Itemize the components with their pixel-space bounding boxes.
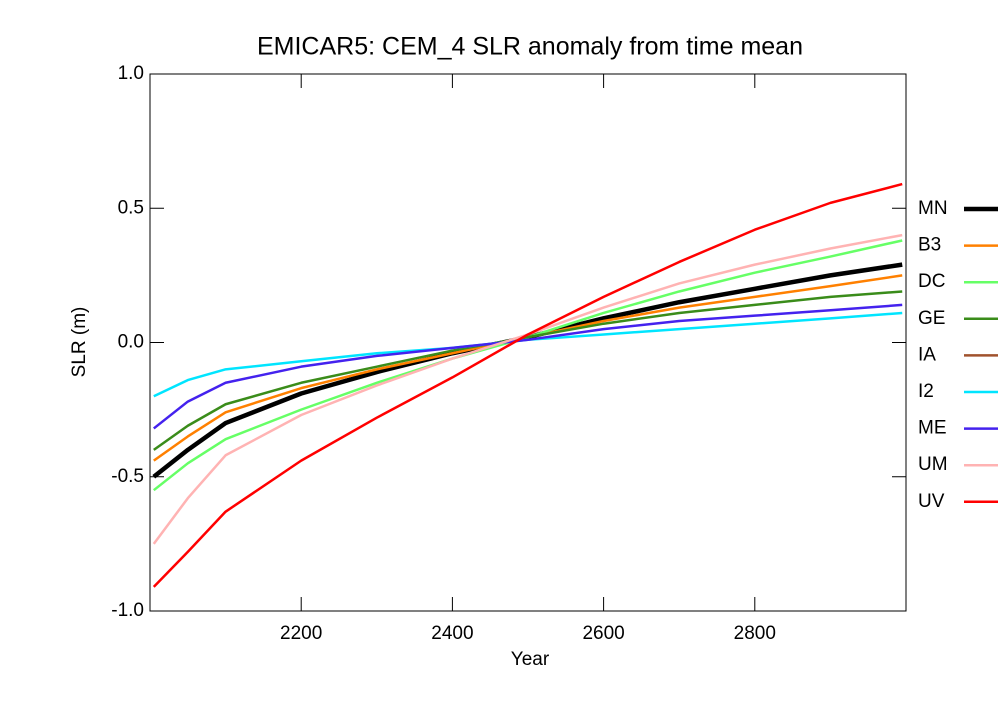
legend-label: MN	[918, 198, 948, 219]
y-tick-label: -1.0	[111, 600, 144, 621]
plot-frame	[149, 73, 907, 612]
y-tick-label: 1.0	[118, 63, 144, 84]
x-tick-label: 2600	[582, 623, 624, 644]
x-axis-label: Year	[511, 649, 550, 670]
y-tick-label: 0.0	[118, 332, 144, 353]
x-tick-label: 2400	[431, 623, 473, 644]
legend-label: IA	[918, 344, 936, 365]
legend-label: ME	[918, 418, 947, 439]
x-tick-label: 2200	[280, 623, 322, 644]
series-line	[152, 233, 903, 545]
y-tick-label: -0.5	[111, 466, 144, 487]
legend-label: UM	[918, 454, 948, 475]
series-line	[153, 239, 903, 492]
legend-label: UV	[918, 491, 945, 512]
chart-title: EMICAR5: CEM_4 SLR anomaly from time mea…	[257, 33, 803, 61]
legend-label: GE	[918, 308, 945, 329]
series-line	[152, 262, 903, 479]
y-tick-label: 0.5	[118, 197, 144, 218]
x-tick-label: 2800	[734, 623, 776, 644]
series-line	[152, 182, 903, 588]
y-axis-label: SLR (m)	[69, 307, 90, 378]
series-line	[153, 311, 903, 398]
legend-label: DC	[918, 271, 945, 292]
legend-label: B3	[918, 235, 941, 256]
series-line	[153, 290, 903, 451]
series-line	[153, 274, 903, 462]
legend-label: I2	[918, 381, 934, 402]
series-line	[153, 303, 903, 430]
